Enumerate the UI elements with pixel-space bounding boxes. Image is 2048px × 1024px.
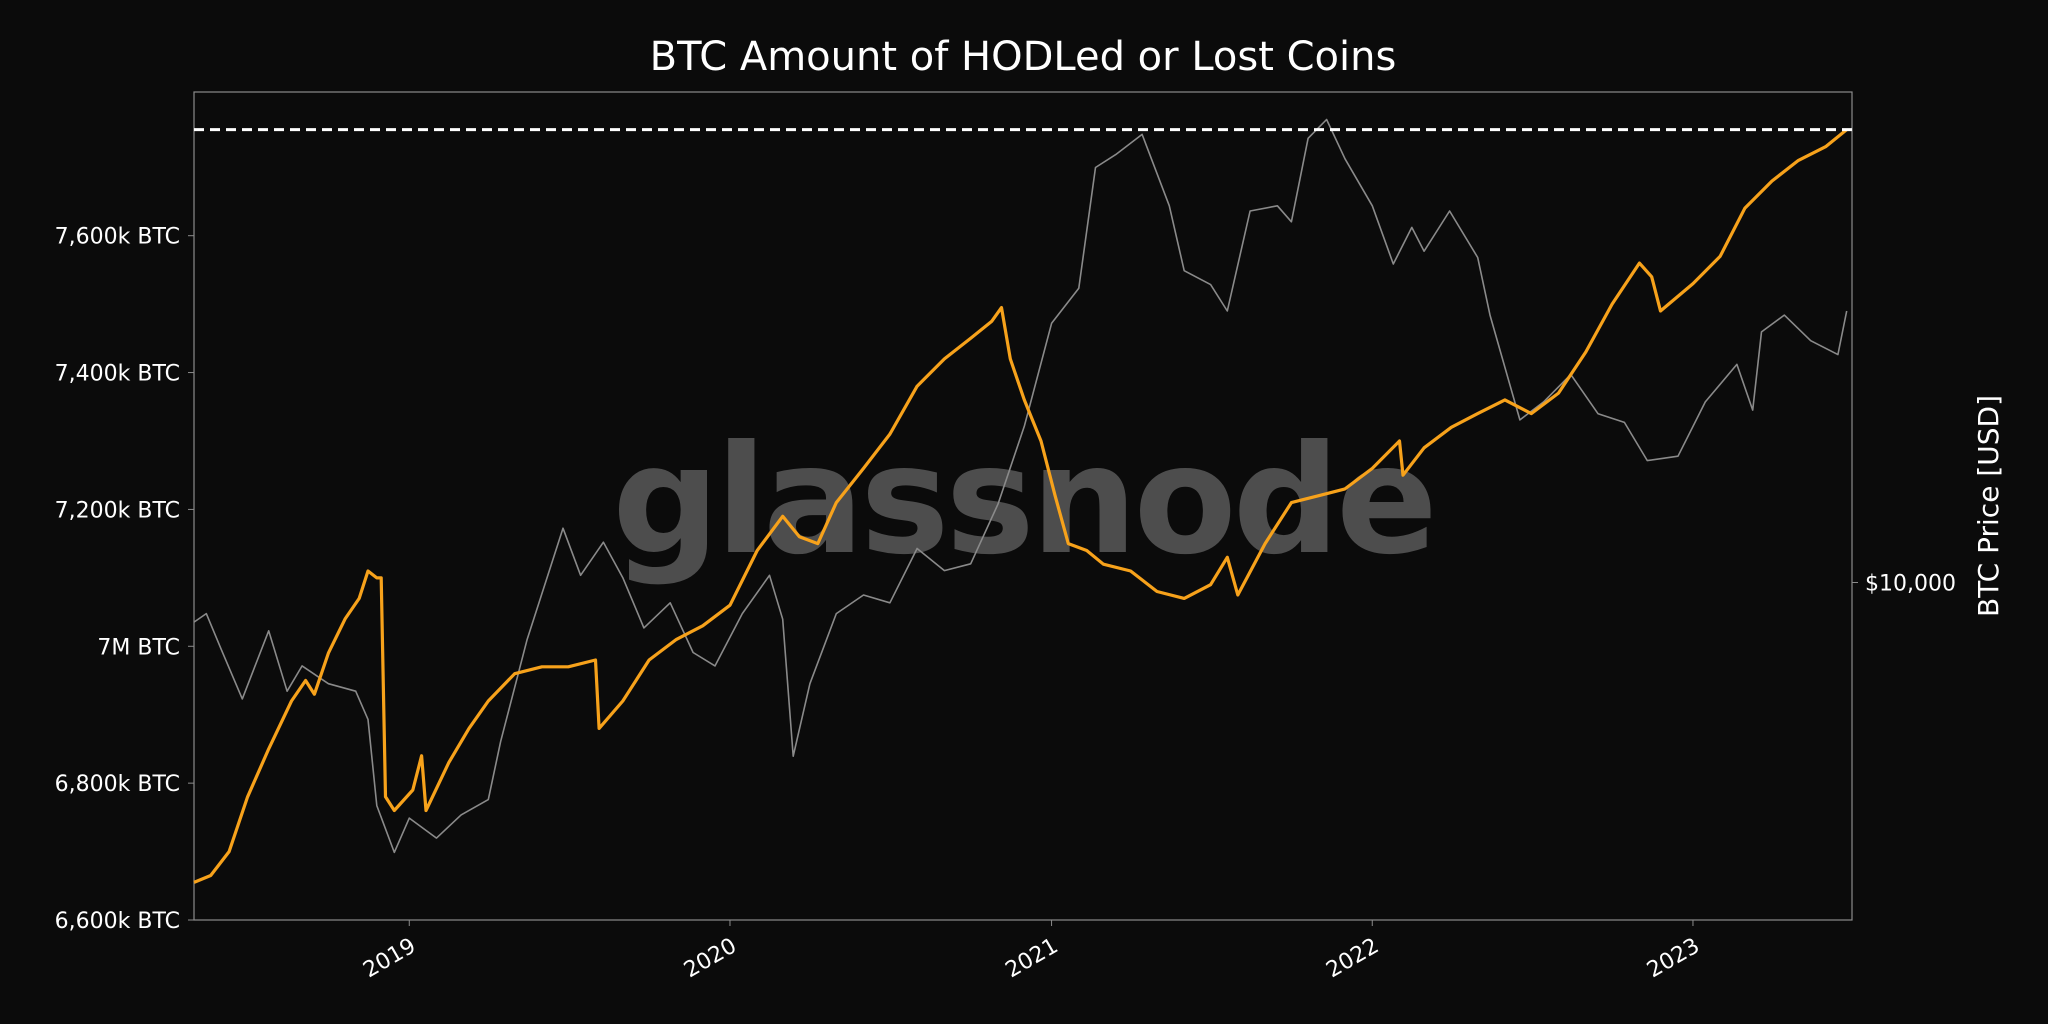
right-y-tick-label: $10,000 bbox=[1865, 572, 1956, 597]
left-y-axis: 6,600k BTC 6,800k BTC 7M BTC 7,200k BTC 7,40… bbox=[55, 225, 194, 934]
x-tick-label: 2023 bbox=[1643, 934, 1704, 984]
right-y-axis-title: BTC Price [USD] bbox=[1972, 395, 2005, 617]
plot-frame bbox=[193, 91, 1853, 921]
watermark: glassnode bbox=[612, 414, 1434, 588]
chart-title: BTC Amount of HODLed or Lost Coins bbox=[650, 34, 1397, 80]
left-y-tick-label: 7,600k BTC bbox=[55, 225, 180, 250]
left-y-tick-label: 7,400k BTC bbox=[55, 362, 180, 387]
hodl-series-line bbox=[193, 128, 1848, 884]
left-y-tick-label: 6,800k BTC bbox=[55, 772, 180, 797]
right-y-axis: $10,000 bbox=[1852, 572, 1956, 597]
x-tick-label: 2019 bbox=[359, 934, 420, 984]
x-tick-label: 2020 bbox=[680, 934, 741, 984]
hodl-series-layer bbox=[193, 128, 1848, 884]
left-y-tick-label: 7,200k BTC bbox=[55, 498, 180, 523]
price-series-line bbox=[193, 118, 1848, 854]
left-y-tick-label: 7M BTC bbox=[97, 635, 180, 660]
x-tick-label: 2021 bbox=[1002, 934, 1063, 984]
x-axis: 2019 2020 2021 2022 2023 bbox=[359, 920, 1704, 983]
x-tick-label: 2022 bbox=[1322, 934, 1383, 984]
price-series-layer bbox=[193, 118, 1848, 854]
plot-area: glassnode bbox=[193, 91, 1853, 921]
left-y-tick-label: 6,600k BTC bbox=[55, 909, 180, 934]
